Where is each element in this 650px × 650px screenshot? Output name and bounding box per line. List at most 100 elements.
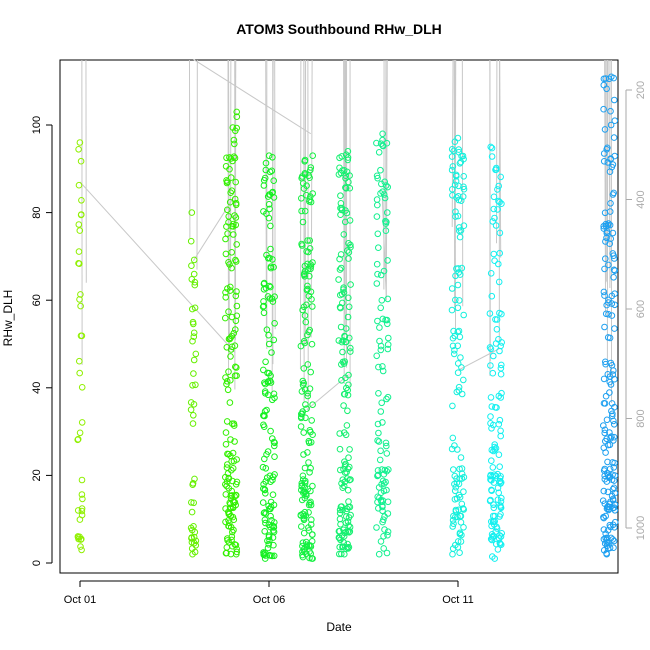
data-point [297,414,305,422]
data-point [222,473,229,481]
data-point [268,167,276,175]
data-point [610,437,617,444]
data-point [225,510,233,518]
data-point [268,349,275,356]
y2-tick-label: 400 [635,190,647,208]
profile-line [227,59,230,386]
data-point [347,281,354,288]
data-point [377,538,385,545]
data-point [227,377,234,384]
data-point [307,263,315,270]
data-point [76,369,83,377]
data-point [300,451,307,458]
data-point [454,369,462,377]
data-point [380,516,387,524]
data-point [306,499,314,507]
data-point [384,531,391,539]
data-point [222,289,229,296]
data-point [457,519,465,526]
x-tick-label: Oct 06 [253,594,285,606]
data-point [226,399,234,406]
data-point [267,283,274,291]
data-point [262,510,270,517]
data-point [383,450,391,457]
data-point [455,387,463,394]
data-point [610,134,618,141]
data-point [492,222,500,229]
data-point [373,172,381,180]
data-point [455,506,463,514]
data-point [449,334,457,342]
data-point [340,465,347,473]
data-point [227,512,235,520]
data-point [261,408,269,415]
data-point [457,538,465,545]
data-point [608,300,616,307]
data-point [382,217,389,225]
data-point [490,521,498,528]
data-point [601,209,609,217]
data-point [270,524,278,531]
data-point [377,346,385,354]
data-point [225,368,232,376]
data-point [339,337,347,344]
data-point [298,195,305,202]
data-point [271,293,278,301]
y-tick-label: 40 [31,382,43,394]
data-point [339,543,346,551]
data-point [450,520,457,528]
data-point [263,406,270,414]
profile-line [499,59,502,258]
data-point [454,328,462,336]
data-point [458,264,466,272]
data-point [460,524,467,531]
data-point [78,505,86,512]
data-point [601,292,608,299]
data-point [611,325,618,332]
data-point [455,193,462,200]
data-point [306,427,314,434]
data-point [263,326,271,334]
data-point [448,153,456,160]
data-point [264,448,272,455]
data-point [307,498,314,506]
data-point [373,280,381,287]
x-tick-label: Oct 01 [64,594,96,606]
data-point [270,336,278,344]
data-point [379,367,387,375]
data-point [302,401,309,408]
data-point [305,292,313,300]
data-point [373,524,380,531]
data-point [222,374,229,381]
data-point [190,370,197,377]
data-point [454,513,461,521]
data-point [384,341,392,348]
data-point [377,304,385,312]
data-point [271,519,278,526]
profile-line [79,181,236,354]
data-point [455,146,463,153]
data-point [498,339,506,346]
data-point [493,164,500,172]
data-point [607,381,615,388]
data-point [231,541,239,548]
data-point [340,482,348,490]
data-point [301,508,309,516]
data-point [449,163,457,170]
data-point [344,475,351,482]
data-point [262,284,270,292]
data-point [495,489,503,497]
data-point [188,499,195,506]
data-point [384,183,392,191]
data-point [487,362,494,369]
data-point [222,518,229,526]
data-point [336,430,344,437]
data-point [495,278,503,286]
data-point [301,207,309,215]
data-point [336,515,344,523]
data-point [336,154,343,162]
data-point [605,299,612,306]
data-point [78,419,86,426]
data-point [222,441,230,448]
data-point [307,265,314,273]
